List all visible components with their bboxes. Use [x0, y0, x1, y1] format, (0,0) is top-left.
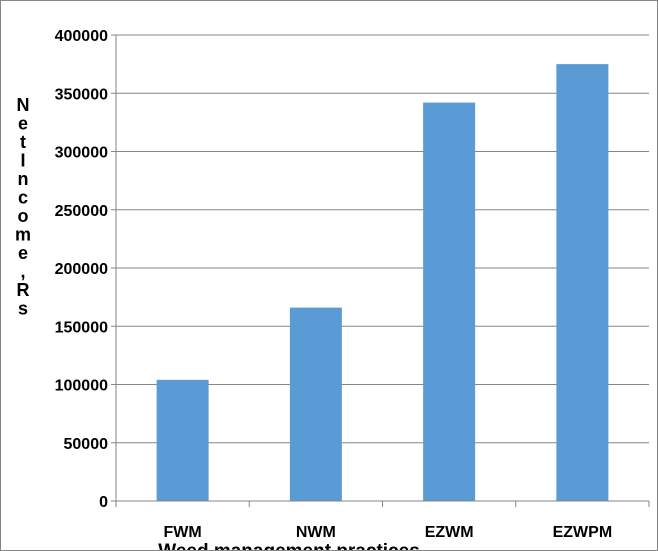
y-tick-label: 350000	[55, 86, 108, 103]
x-tick-label: EZWM	[425, 524, 474, 541]
x-tick-labels: FWM NWM EZWM EZWPM	[164, 524, 613, 541]
y-tick-label: 0	[99, 494, 108, 511]
bar-ezwm	[423, 102, 476, 501]
x-tick-label: EZWPM	[553, 524, 613, 541]
y-tick-label: 150000	[55, 319, 108, 336]
y-tick-label: 250000	[55, 203, 108, 220]
bars	[156, 64, 609, 501]
y-tick-label: 300000	[55, 145, 108, 162]
y-tick-label: 100000	[55, 378, 108, 395]
x-tick-label: NWM	[296, 524, 336, 541]
bar-ezwpm	[556, 64, 609, 501]
y-tick-label: 200000	[55, 261, 108, 278]
bar-fwm	[156, 379, 209, 501]
y-tick-label: 50000	[64, 436, 109, 453]
y-tick-label: 400000	[55, 28, 108, 45]
bar-nwm	[289, 307, 342, 501]
x-axis-label: Weed management practices	[158, 541, 420, 551]
axes	[111, 34, 650, 507]
y-tick-labels: 0 50000 100000 150000 200000 250000 300000 3500…	[55, 28, 108, 511]
x-tick-label: FWM	[164, 524, 202, 541]
